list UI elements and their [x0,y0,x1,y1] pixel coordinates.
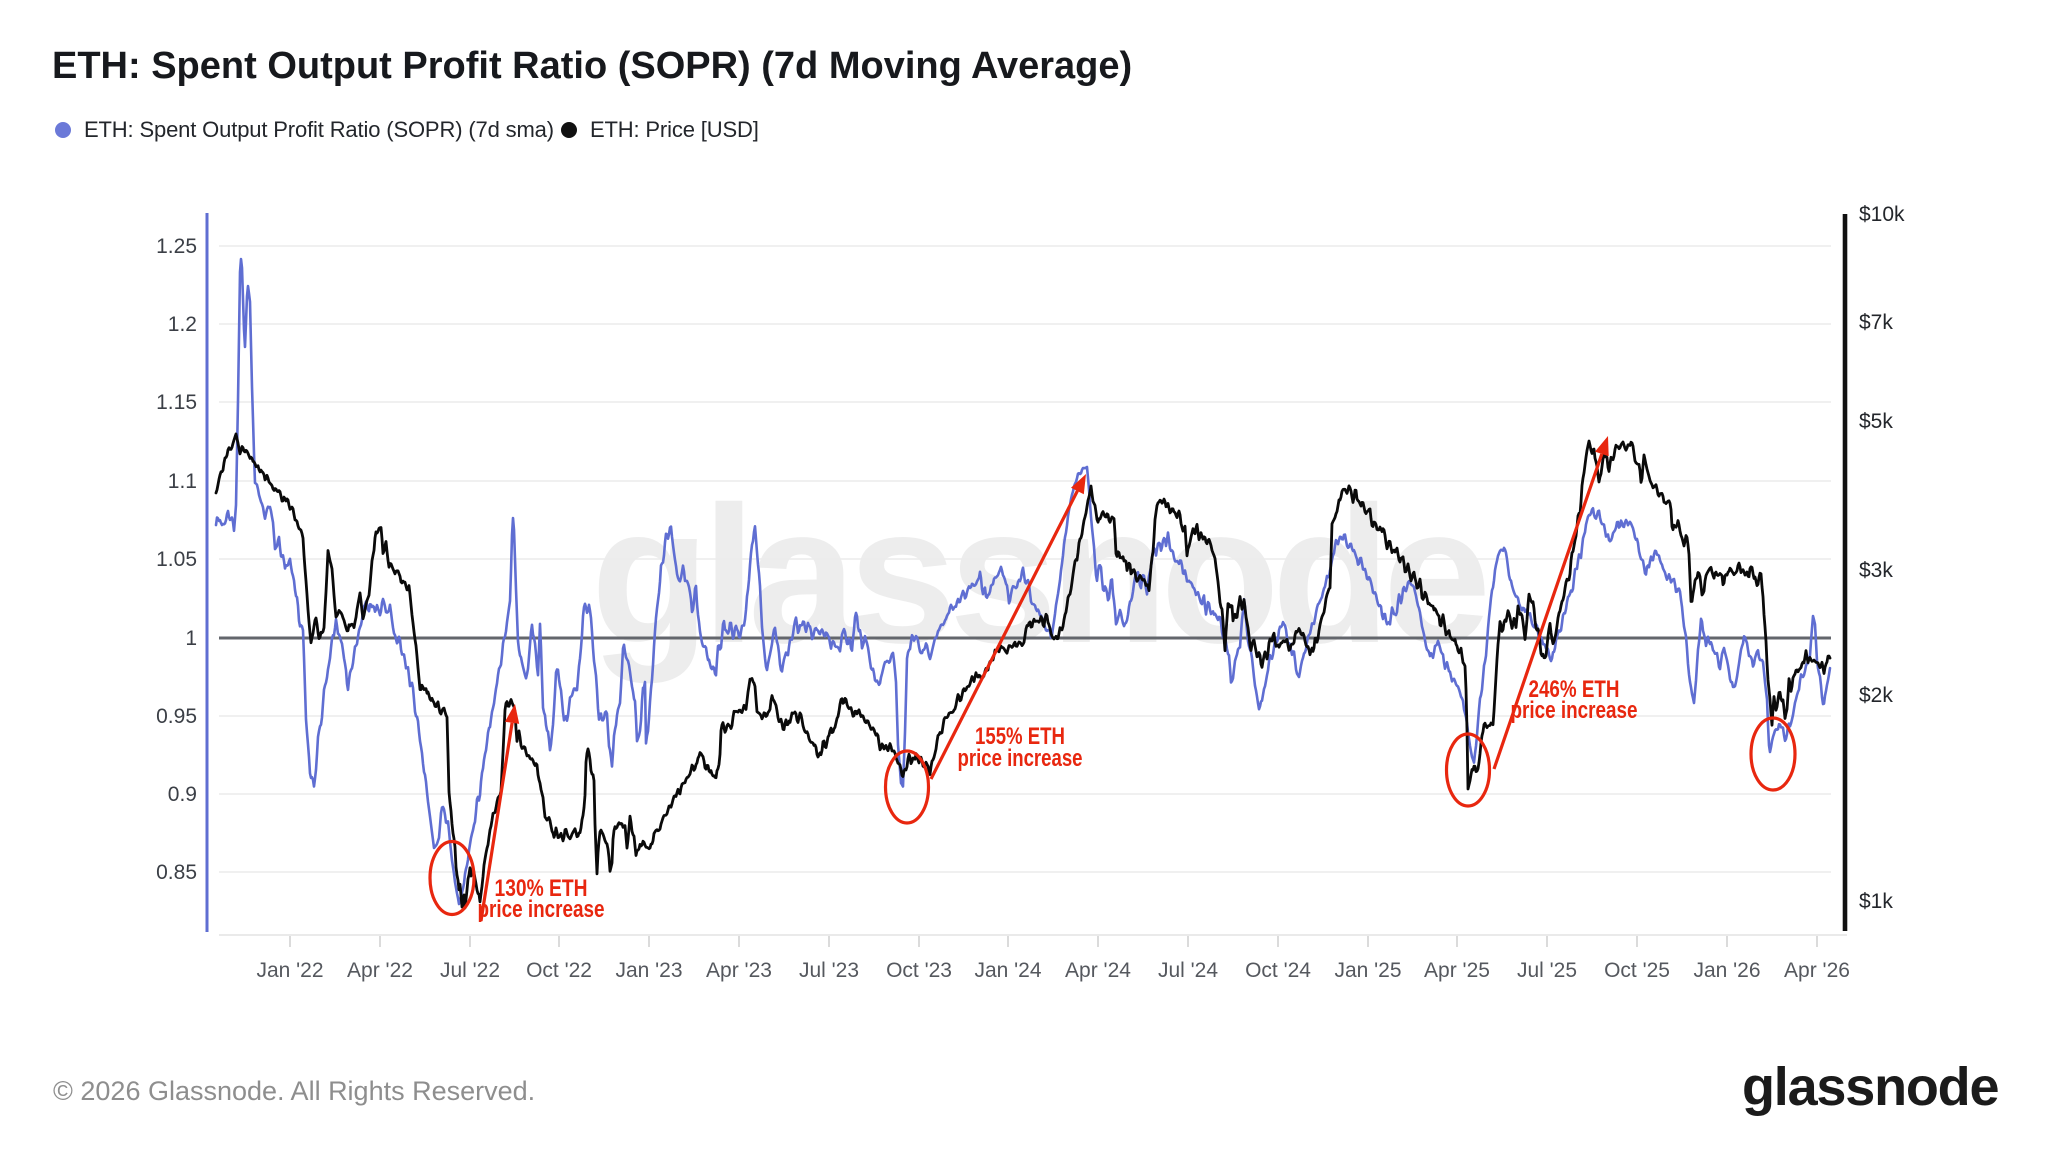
svg-text:1.05: 1.05 [156,548,197,571]
svg-text:Jul '24: Jul '24 [1158,959,1218,982]
svg-text:1.15: 1.15 [156,391,197,414]
svg-text:246% ETH: 246% ETH [1529,676,1620,703]
svg-text:0.9: 0.9 [168,783,197,806]
svg-text:$2k: $2k [1859,684,1893,707]
svg-text:price increase: price increase [1511,697,1638,724]
svg-text:$7k: $7k [1859,311,1893,334]
svg-text:155% ETH: 155% ETH [975,723,1065,750]
svg-text:price increase: price increase [478,896,605,923]
svg-text:$10k: $10k [1859,203,1905,226]
svg-text:Jan '26: Jan '26 [1693,959,1760,982]
svg-text:Jan '23: Jan '23 [615,959,682,982]
svg-text:1.25: 1.25 [156,235,197,258]
svg-text:1.2: 1.2 [168,313,197,336]
svg-text:$1k: $1k [1859,890,1893,913]
svg-text:Oct '24: Oct '24 [1245,959,1311,982]
svg-text:Apr '26: Apr '26 [1784,959,1850,982]
svg-text:Jul '22: Jul '22 [440,959,500,982]
svg-text:1.1: 1.1 [168,470,197,493]
svg-text:glassnode: glassnode [591,466,1485,684]
svg-text:Oct '23: Oct '23 [886,959,952,982]
svg-text:0.95: 0.95 [156,705,197,728]
svg-text:Oct '22: Oct '22 [526,959,592,982]
svg-text:Oct '25: Oct '25 [1604,959,1670,982]
svg-text:Apr '22: Apr '22 [347,959,413,982]
svg-text:130% ETH: 130% ETH [495,875,588,902]
svg-text:Jul '23: Jul '23 [799,959,859,982]
svg-text:Apr '23: Apr '23 [706,959,772,982]
svg-text:Jul '25: Jul '25 [1517,959,1577,982]
svg-text:price increase: price increase [958,745,1083,772]
svg-text:1: 1 [185,627,197,650]
svg-text:Jan '22: Jan '22 [256,959,323,982]
svg-text:Jan '25: Jan '25 [1334,959,1401,982]
svg-text:Apr '24: Apr '24 [1065,959,1131,982]
svg-text:$3k: $3k [1859,559,1893,582]
svg-text:0.85: 0.85 [156,861,197,884]
svg-text:Apr '25: Apr '25 [1424,959,1490,982]
svg-text:$5k: $5k [1859,410,1893,433]
svg-text:Jan '24: Jan '24 [974,959,1041,982]
